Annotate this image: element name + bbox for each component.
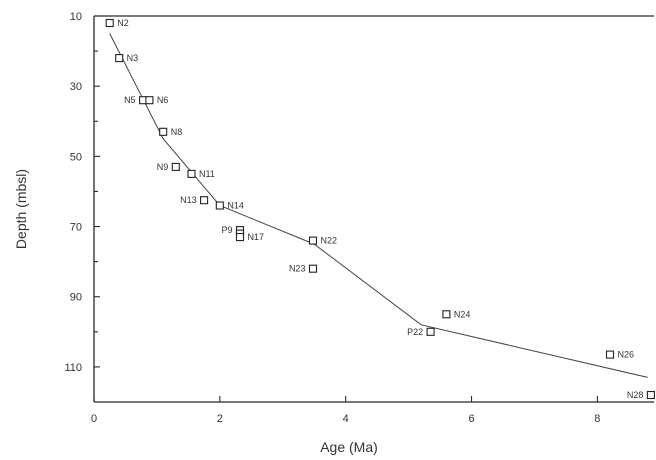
data-point-4: [159, 127, 168, 136]
data-point-13: [308, 264, 318, 273]
x-tick-label-3: 6: [468, 413, 474, 425]
plot-frame: [93, 15, 654, 403]
data-point-7: [200, 196, 209, 205]
point-label-0: N2: [117, 18, 129, 28]
y-axis-label: Depth (mbsl): [13, 169, 29, 249]
y-tick-label-0: 10: [70, 11, 82, 23]
point-label-16: N26: [617, 350, 634, 360]
x-tick-label-0: 0: [91, 413, 97, 425]
data-point-17: [646, 390, 655, 400]
data-point-3: [145, 96, 154, 105]
point-label-4: N8: [171, 127, 183, 137]
point-label-9: P9: [221, 225, 232, 235]
point-label-8: N14: [227, 200, 244, 210]
data-point-1: [115, 54, 124, 63]
x-tick-label-1: 2: [217, 413, 223, 425]
point-label-1: N3: [127, 53, 139, 63]
x-axis-ticks: 0 2 4 6 8: [91, 396, 600, 425]
point-label-6: N11: [199, 169, 215, 179]
x-tick-label-4: 8: [594, 413, 600, 425]
data-point-6: [187, 169, 196, 178]
data-point-15: [426, 327, 435, 336]
y-tick-label-3: 70: [70, 222, 82, 234]
x-axis-label: Age (Ma): [320, 439, 378, 455]
point-label-12: N22: [320, 236, 337, 246]
data-point-0: [105, 18, 114, 28]
point-label-15: P22: [407, 327, 423, 337]
y-tick-label-1: 30: [70, 81, 82, 93]
data-points: N2 N3 N5 N6 N8 N9 N11 N13 N14 P9 N17 N22 N23 N24 P22 N2…: [105, 18, 655, 400]
trend-line: [109, 33, 648, 378]
point-label-3: N6: [157, 95, 169, 105]
data-point-8: [215, 201, 224, 210]
y-tick-label-4: 90: [70, 292, 82, 304]
y-tick-label-5: 110: [64, 362, 82, 374]
data-point-16: [605, 350, 615, 359]
y-axis-ticks: 10 30 50 70 90 110: [64, 11, 100, 374]
data-point-12: [308, 236, 318, 245]
point-label-17: N28: [627, 390, 644, 400]
data-point-5: [171, 162, 180, 171]
point-label-13: N23: [289, 264, 306, 274]
x-tick-label-2: 4: [343, 413, 349, 425]
point-label-14: N24: [454, 309, 471, 319]
y-tick-label-2: 50: [70, 151, 82, 163]
point-label-7: N13: [180, 195, 197, 205]
data-point-14: [442, 310, 451, 319]
point-label-5: N9: [157, 162, 169, 172]
data-point-11: [235, 233, 245, 242]
point-label-11: N17: [247, 232, 264, 242]
point-label-2: N5: [124, 95, 136, 105]
